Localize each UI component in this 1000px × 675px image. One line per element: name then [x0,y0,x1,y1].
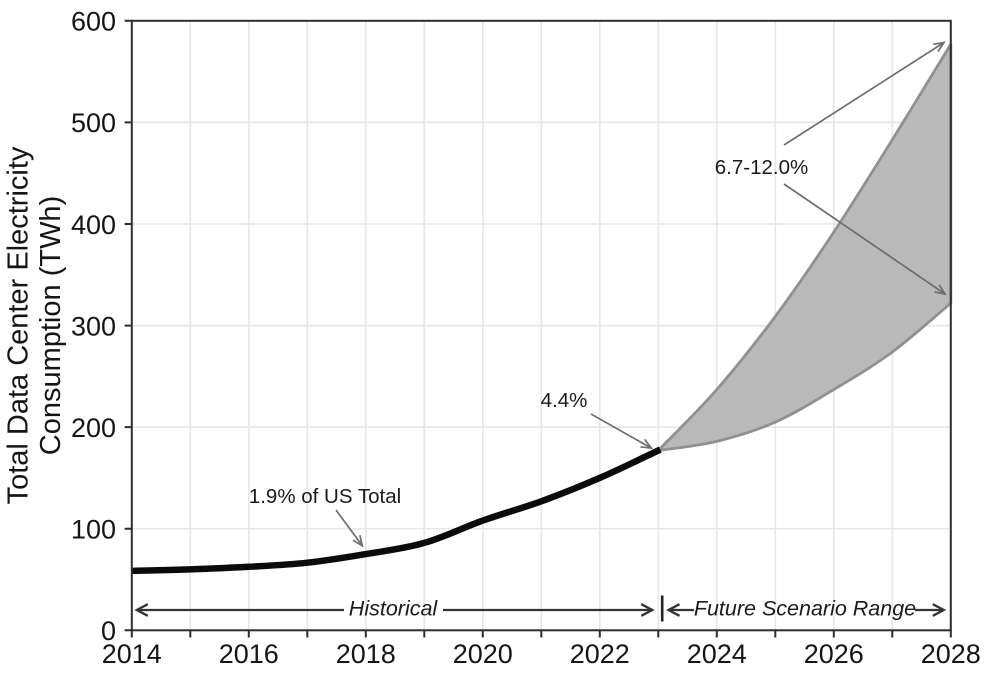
svg-text:2024: 2024 [687,639,747,669]
svg-text:6.7-12.0%: 6.7-12.0% [715,156,808,179]
svg-text:2020: 2020 [453,639,513,669]
svg-text:4.4%: 4.4% [541,389,588,412]
svg-text:200: 200 [71,413,116,443]
svg-text:Historical: Historical [349,597,439,621]
svg-text:600: 600 [71,7,116,37]
svg-text:2028: 2028 [921,639,981,669]
svg-text:Consumption (TWh): Consumption (TWh) [35,196,67,455]
svg-text:Total Data Center Electricity: Total Data Center Electricity [3,146,35,504]
svg-text:500: 500 [71,108,116,138]
svg-text:1.9% of US Total: 1.9% of US Total [249,485,401,508]
svg-text:0: 0 [101,616,116,646]
svg-text:Future Scenario Range: Future Scenario Range [694,597,916,621]
svg-text:2018: 2018 [336,639,396,669]
svg-text:300: 300 [71,311,116,341]
svg-text:2016: 2016 [219,639,279,669]
svg-text:2022: 2022 [570,639,630,669]
svg-text:2026: 2026 [804,639,864,669]
svg-text:100: 100 [71,515,116,545]
svg-text:400: 400 [71,210,116,240]
svg-text:2014: 2014 [102,639,162,669]
